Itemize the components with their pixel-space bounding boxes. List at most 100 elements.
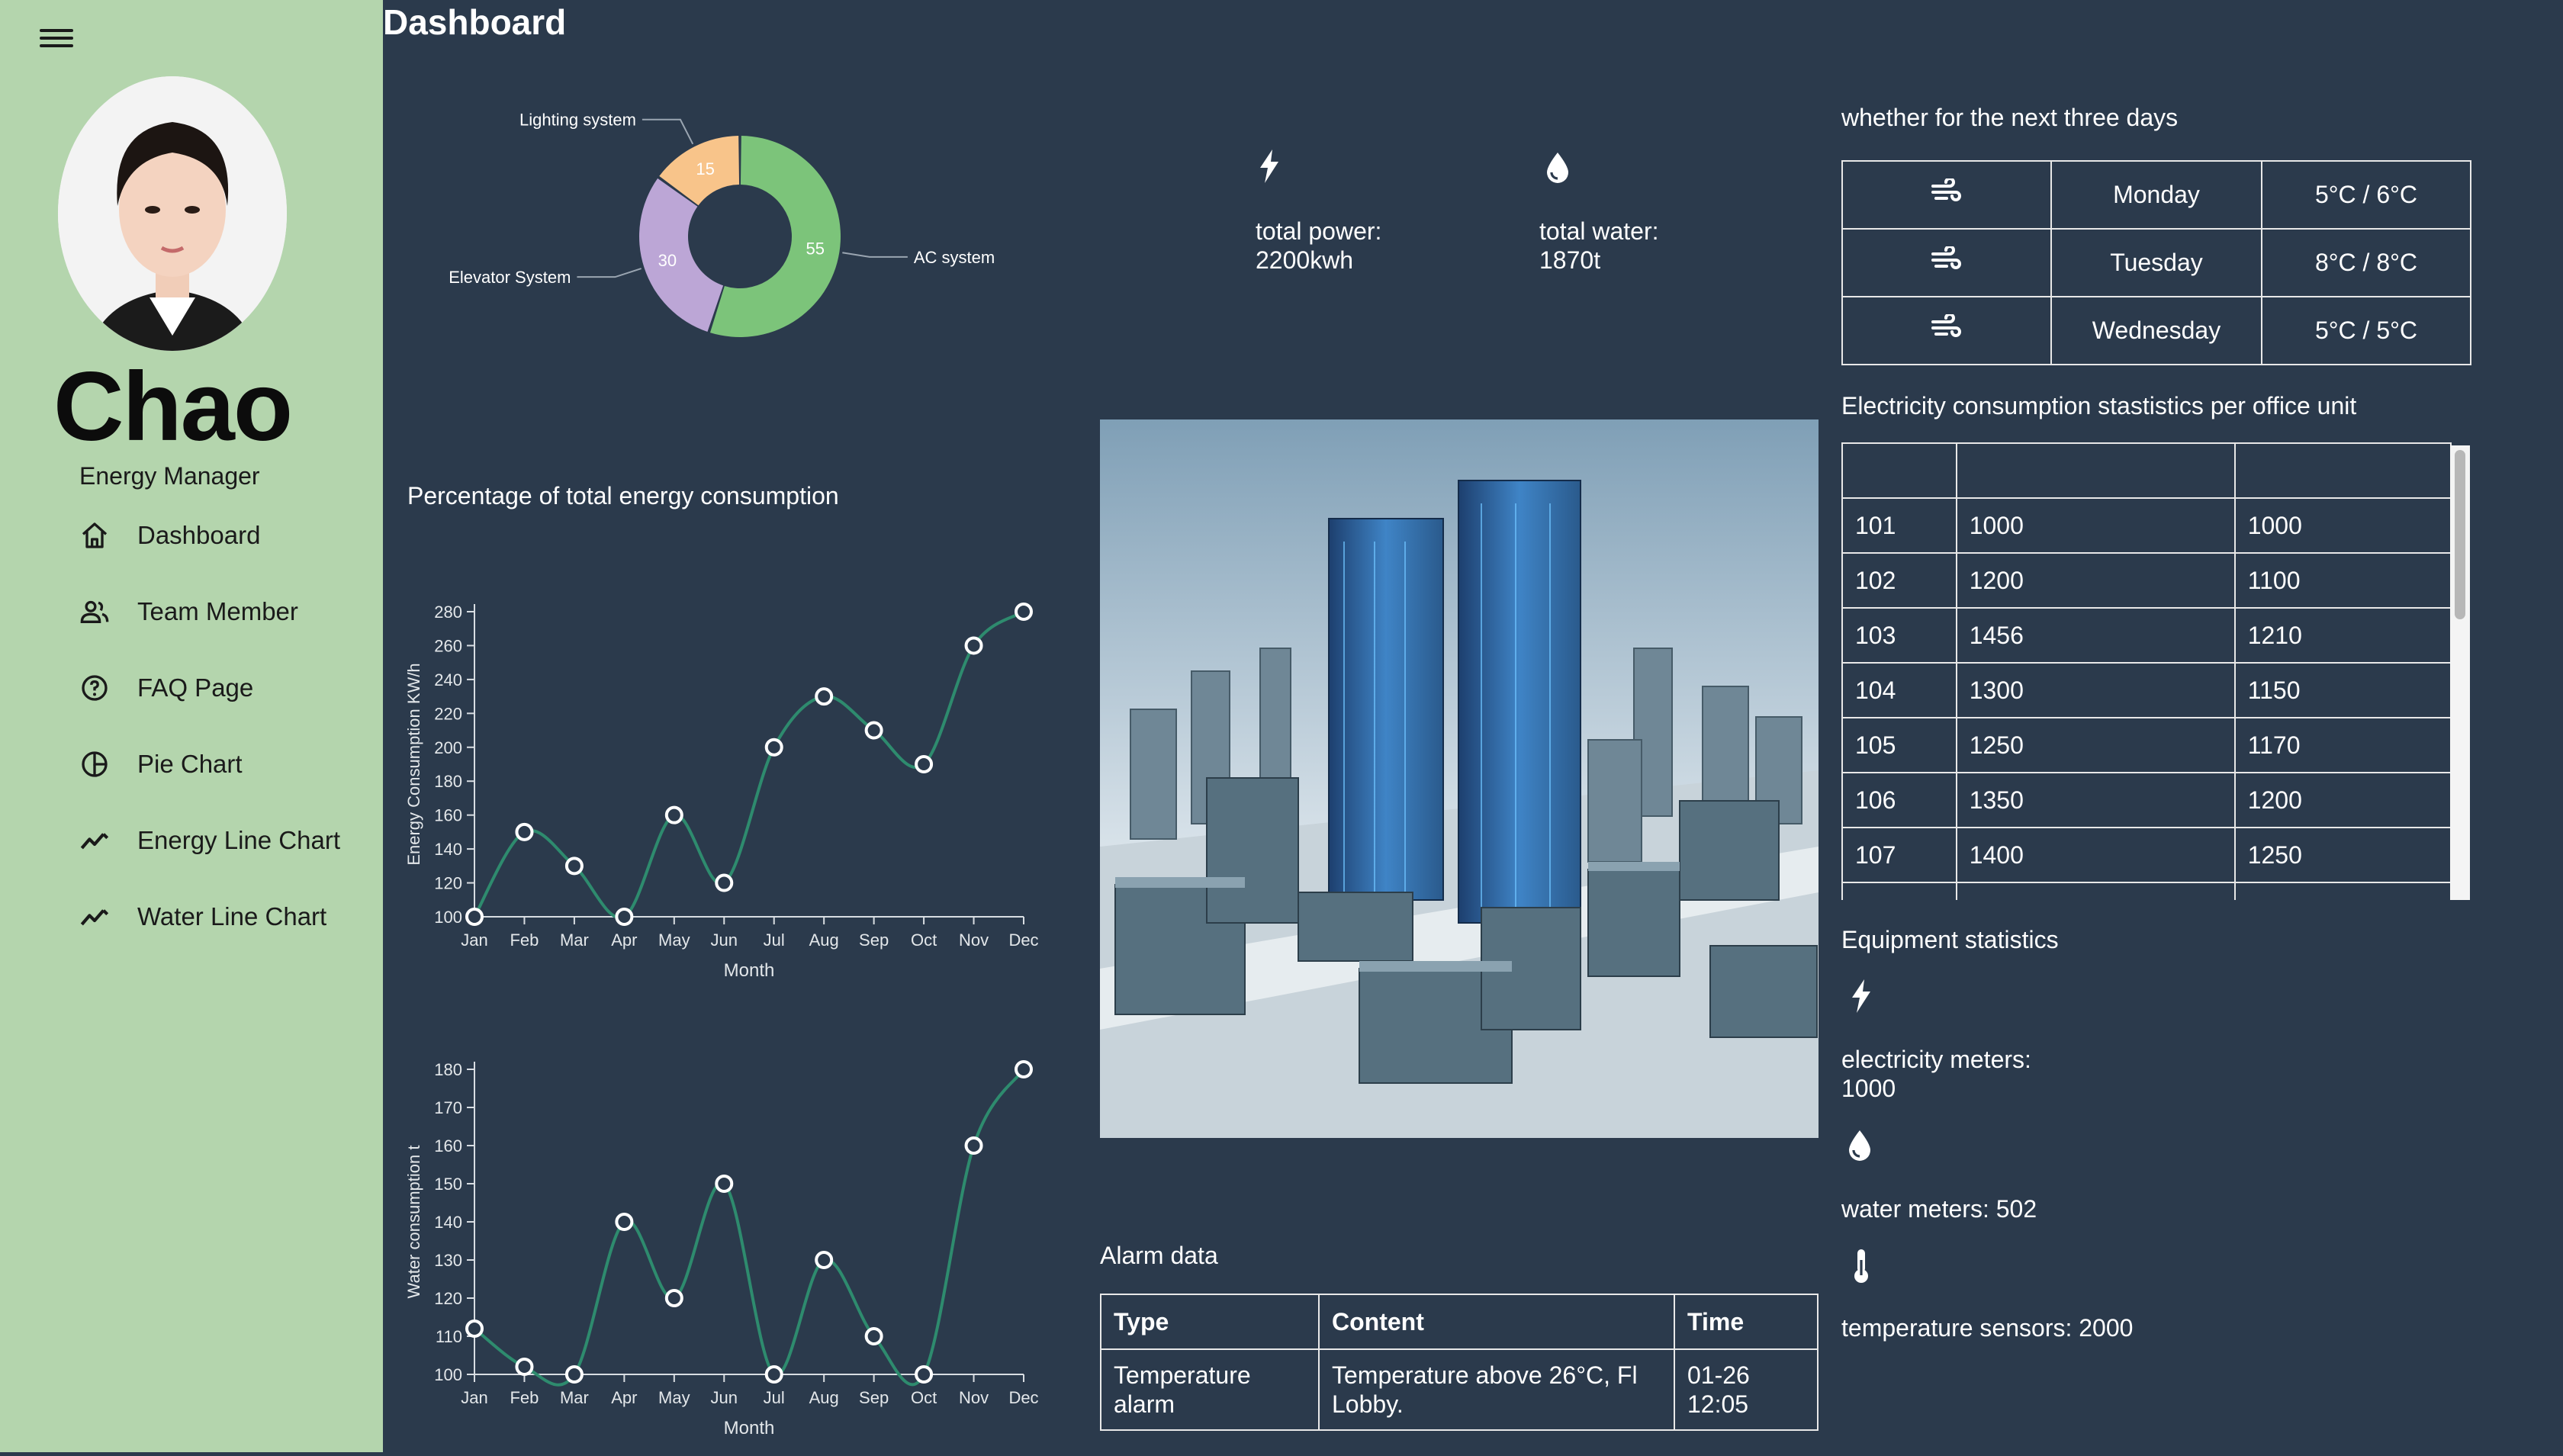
x-tick-label: Sep xyxy=(859,1388,889,1407)
units-table-container[interactable]: 101 1000 1000 102 1200 1100 103 1456 1210 104 1300… xyxy=(1841,442,2471,900)
table-row[interactable]: 107 1400 1250 xyxy=(1841,827,2452,883)
pie-slice[interactable] xyxy=(639,178,724,332)
nav-item-water-line-chart[interactable]: Water Line Chart xyxy=(76,894,326,940)
lightning-icon xyxy=(1257,149,1288,186)
data-point[interactable] xyxy=(1015,1060,1033,1078)
help-circle-icon xyxy=(76,670,113,706)
data-point[interactable] xyxy=(715,873,734,892)
alarm-type: Temperature alarm xyxy=(1100,1348,1320,1431)
nav-item-faq[interactable]: FAQ Page xyxy=(76,665,253,711)
data-point[interactable] xyxy=(564,1365,584,1384)
alarm-row[interactable]: Temperature alarm Temperature above 26°C… xyxy=(1100,1348,1819,1431)
wind-icon xyxy=(1841,160,2052,230)
y-tick-label: 220 xyxy=(434,704,462,723)
y-tick-label: 150 xyxy=(434,1175,462,1194)
pie-category-label: Lighting system xyxy=(519,111,636,130)
x-tick-label: Dec xyxy=(1008,1388,1038,1407)
user-name: Chao xyxy=(53,352,293,461)
data-point[interactable] xyxy=(915,755,934,773)
y-tick-label: 110 xyxy=(436,1327,462,1346)
table-cell xyxy=(2233,882,2452,900)
nav-item-pie-chart[interactable]: Pie Chart xyxy=(76,741,243,787)
table-row[interactable]: 103 1456 1210 xyxy=(1841,607,2452,664)
data-point[interactable] xyxy=(964,636,983,655)
table-cell: 1200 xyxy=(2233,772,2452,828)
nav-item-energy-line-chart[interactable]: Energy Line Chart xyxy=(76,818,340,863)
nav-item-team-member[interactable]: Team Member xyxy=(76,589,298,635)
data-point[interactable] xyxy=(564,857,584,876)
pie-chart-title: Percentage of total energy consumption xyxy=(407,482,839,509)
table-cell: 1170 xyxy=(2233,717,2452,773)
trending-line-icon xyxy=(76,898,113,935)
data-point[interactable] xyxy=(465,908,484,926)
table-cell: 1000 xyxy=(2233,497,2452,554)
data-point[interactable] xyxy=(515,822,534,841)
data-point[interactable] xyxy=(915,1365,934,1384)
x-tick-label: Jan xyxy=(461,1388,487,1407)
units-header-cell xyxy=(2233,442,2452,499)
total-water-value: 1870t xyxy=(1539,246,1601,274)
units-header-cell xyxy=(1841,442,1957,499)
data-point[interactable] xyxy=(715,1175,734,1193)
avatar xyxy=(58,76,287,351)
data-point[interactable] xyxy=(615,908,634,926)
data-point[interactable] xyxy=(465,1319,484,1338)
y-tick-label: 160 xyxy=(434,1136,462,1155)
data-point[interactable] xyxy=(864,721,883,740)
y-axis-label: Water consumption t xyxy=(404,1146,423,1299)
data-point[interactable] xyxy=(615,1213,634,1231)
electricity-meters-value: 1000 xyxy=(1841,1075,1896,1102)
x-tick-label: Nov xyxy=(959,930,989,950)
table-row[interactable]: 102 1200 1100 xyxy=(1841,552,2452,609)
table-cell: 1250 xyxy=(1955,717,2236,773)
table-cell: 102 xyxy=(1841,552,1957,609)
data-point[interactable] xyxy=(764,738,783,757)
x-tick-label: Jul xyxy=(764,930,785,950)
table-row[interactable]: 101 1000 1000 xyxy=(1841,497,2452,554)
table-cell: 1456 xyxy=(1955,607,2236,664)
pie-slice[interactable] xyxy=(709,136,841,337)
energy-line-chart: 100 120 140 160 180 200 220 240 260 280 Jan Feb Mar A… xyxy=(404,603,1039,981)
data-point[interactable] xyxy=(815,1251,834,1269)
x-tick-label: Apr xyxy=(611,930,637,950)
pie-value-label: 55 xyxy=(806,239,825,259)
data-point[interactable] xyxy=(964,1136,983,1155)
units-header-cell xyxy=(1955,442,2236,499)
table-cell xyxy=(1955,882,2236,900)
table-cell: 1300 xyxy=(1955,662,2236,718)
y-tick-label: 180 xyxy=(434,1060,462,1079)
data-point[interactable] xyxy=(664,805,683,824)
table-cell: 105 xyxy=(1841,717,1957,773)
pie-value-label: 15 xyxy=(696,159,714,178)
x-tick-label: Jul xyxy=(764,1388,785,1407)
y-tick-label: 100 xyxy=(434,908,462,927)
table-row[interactable]: 105 1250 1170 xyxy=(1841,717,2452,773)
weather-row: Tuesday 8°C / 8°C xyxy=(1841,228,2471,297)
weather-temp: 5°C / 6°C xyxy=(2261,160,2471,230)
hamburger-menu-icon[interactable] xyxy=(40,24,73,52)
user-role: Energy Manager xyxy=(79,462,260,490)
weather-day: Monday xyxy=(2050,160,2262,230)
y-tick-label: 180 xyxy=(434,772,462,791)
data-point[interactable] xyxy=(864,1327,883,1345)
data-point[interactable] xyxy=(764,1365,783,1384)
table-row[interactable]: 104 1300 1150 xyxy=(1841,662,2452,718)
nav-item-dashboard[interactable]: Dashboard xyxy=(76,513,260,558)
data-point[interactable] xyxy=(515,1358,534,1376)
table-row[interactable]: 106 1350 1200 xyxy=(1841,772,2452,828)
alarm-title: Alarm data xyxy=(1100,1242,1218,1269)
data-point[interactable] xyxy=(664,1289,683,1307)
units-scrollbar-thumb[interactable] xyxy=(2455,450,2465,619)
water-meters: water meters: 502 xyxy=(1841,1195,2037,1223)
data-point[interactable] xyxy=(1015,603,1033,621)
y-tick-label: 140 xyxy=(434,840,462,859)
nav-label: Dashboard xyxy=(137,521,261,549)
table-cell: 1400 xyxy=(1955,827,2236,883)
data-point[interactable] xyxy=(815,687,834,706)
table-cell: 107 xyxy=(1841,827,1957,883)
pie-slice[interactable] xyxy=(659,136,740,206)
table-cell: 1350 xyxy=(1955,772,2236,828)
total-water-label: total water: xyxy=(1539,217,1659,245)
page-title: Dashboard xyxy=(383,2,567,42)
series-line xyxy=(473,1068,1025,1387)
